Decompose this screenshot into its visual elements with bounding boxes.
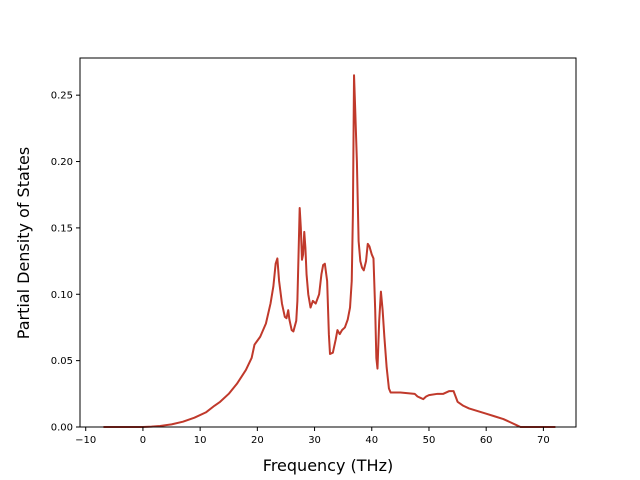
y-tick-label: 0.15: [51, 223, 73, 234]
x-tick-label: −10: [75, 435, 96, 446]
axes-frame: [79, 57, 577, 428]
axes-layer: −10 0 10 20 30 40 50 60 70 0.00 0.05 0.10 0.15 0.20 0.…: [51, 57, 577, 446]
x-axis-label: Frequency (THz): [263, 456, 393, 475]
y-tick-label: 0.25: [51, 91, 73, 102]
series-layer: [103, 74, 556, 428]
x-tick-label: 50: [423, 435, 436, 446]
x-tick-label: 60: [480, 435, 493, 446]
x-tick-label: 30: [308, 435, 321, 446]
x-tick-label: 10: [194, 435, 207, 446]
x-tick-label: 70: [537, 435, 550, 446]
x-tick-label: 40: [365, 435, 378, 446]
x-tick-label: 20: [251, 435, 264, 446]
y-tick-label: 0.00: [51, 423, 73, 434]
y-tick-label: 0.05: [51, 356, 73, 367]
series-line-0: [103, 74, 556, 428]
y-tick-label: 0.10: [51, 290, 73, 301]
x-tick-label: 0: [140, 435, 146, 446]
y-tick-label: 0.20: [51, 157, 73, 168]
y-axis-label: Partial Density of States: [14, 147, 33, 339]
